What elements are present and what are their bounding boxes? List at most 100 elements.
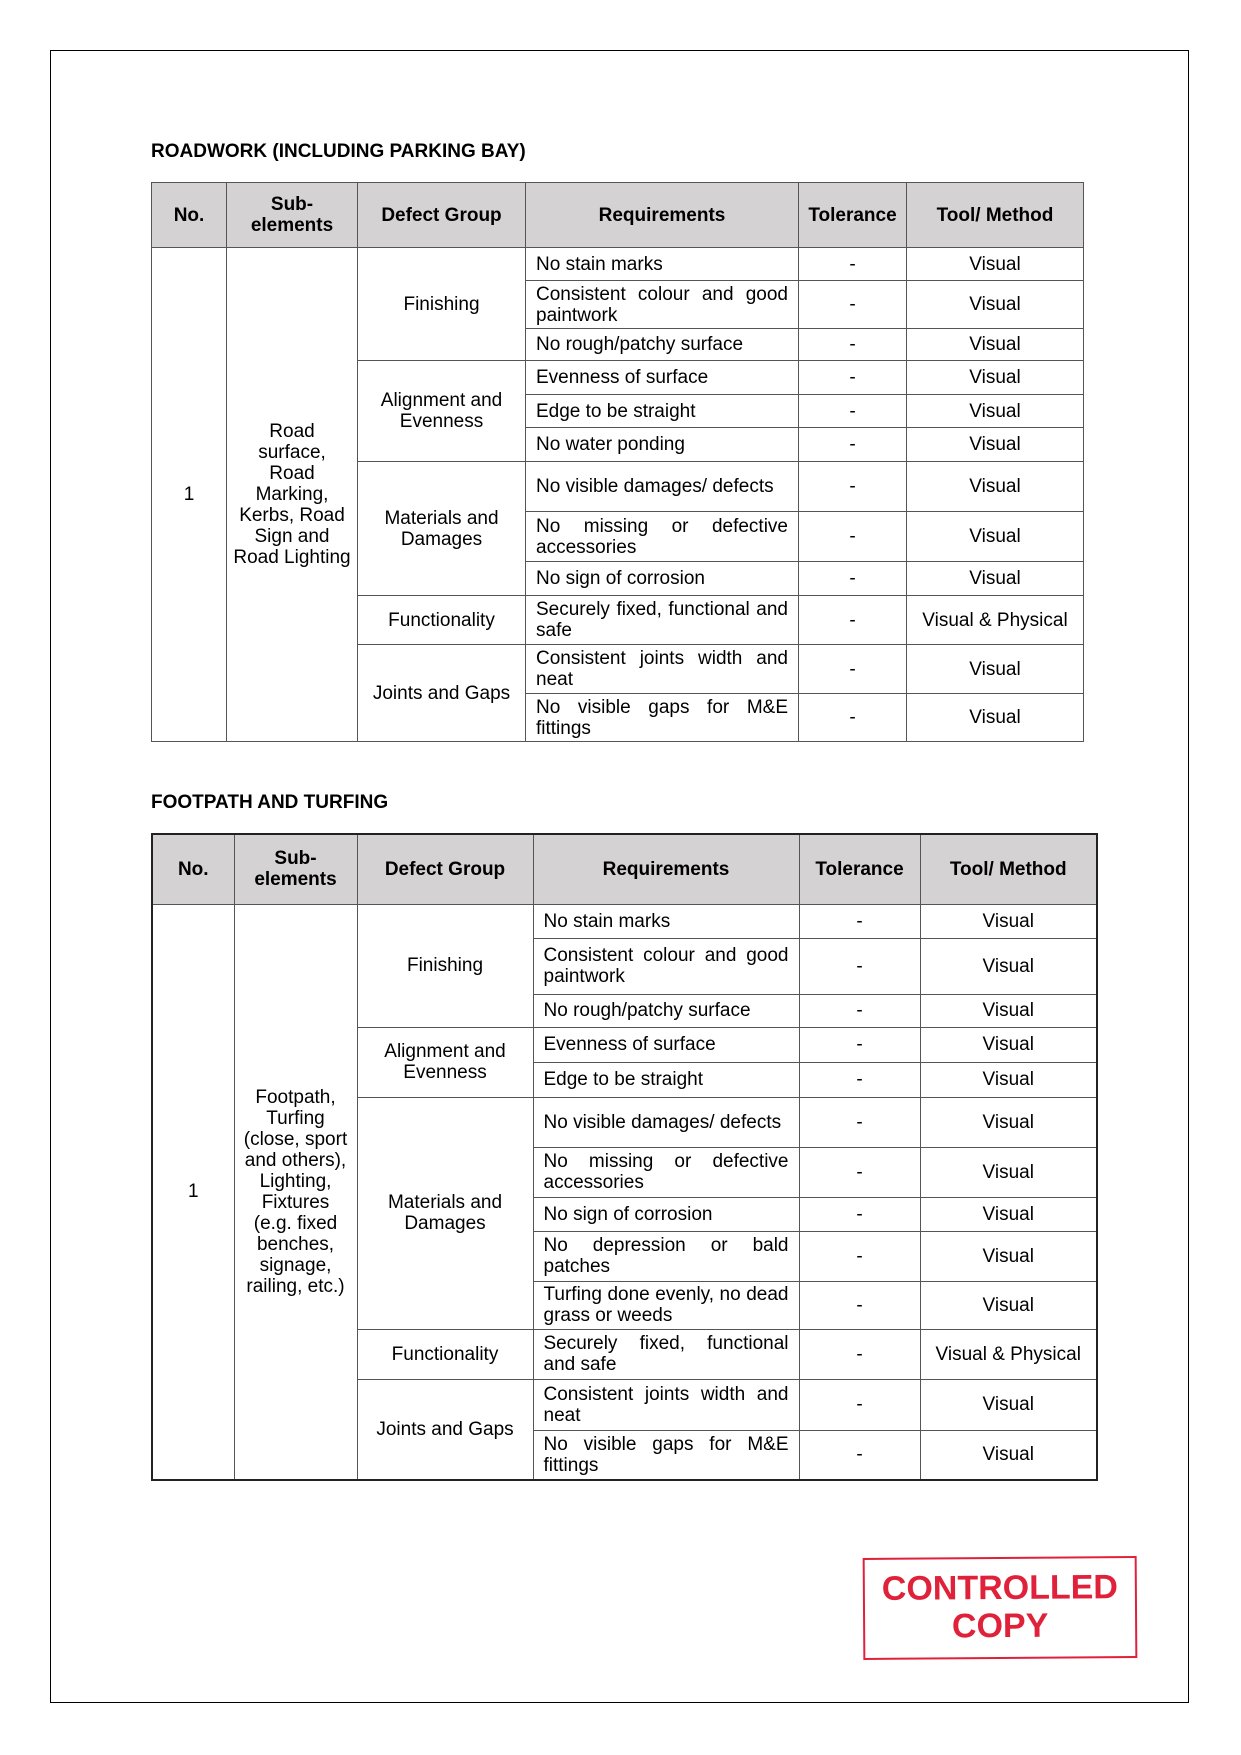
requirement: No rough/patchy surface [525,328,799,361]
roadwork-table: No. Sub-elements Defect Group Requirements T… [151,182,1084,742]
tolerance: - [798,903,921,939]
column-header: Tool/ Method [906,182,1084,248]
column-header: Defect Group [356,833,534,905]
tool-method: Visual [919,1146,1098,1198]
footpath-title: FOOTPATH AND TURFING [151,792,389,813]
requirement: Consistent colour and good paintwork [532,937,800,995]
requirement: Evenness of surface [532,1026,800,1063]
table-row: No depression or bald patches - Visual [152,1230,1098,1282]
page-border [50,50,1189,1703]
tool-method: Visual [919,1026,1098,1063]
sub-elements: Road surface, Road Marking, Kerbs, Road … [226,247,358,742]
table-row: Edge to be straight - Visual [152,394,1084,428]
defect-group: Functionality [357,595,526,645]
requirement: No sign of corrosion [525,561,799,596]
tool-method: Visual [906,693,1084,742]
sub-elements: Footpath, Turfing (close, sport and othe… [233,903,358,1481]
tool-method: Visual [906,561,1084,596]
defect-group: Functionality [356,1328,534,1380]
column-header: Requirements [525,182,799,248]
requirement: No visible damages/ defects [532,1096,800,1148]
tolerance: - [798,360,907,395]
table-row: 1 Footpath, Turfing (close, sport and oth… [151,903,1098,1481]
tolerance: - [798,427,907,462]
tool-method: Visual [919,903,1098,939]
tool-method: Visual [906,427,1084,462]
tolerance: - [798,1328,921,1380]
column-header: Requirements [532,833,800,905]
defect-group: Alignment and Evenness [356,1026,534,1098]
tolerance: - [798,595,907,645]
tool-method: Visual [906,644,1084,694]
table-row: No missing or defective accessories - Visu… [152,1146,1098,1198]
table-row: Turfing done evenly, no dead grass or we… [152,1280,1098,1330]
requirement: No missing or defective accessories [532,1146,800,1198]
column-header: Sub-elements [226,182,358,248]
requirement: No stain marks [532,903,800,939]
tolerance: - [798,247,907,281]
requirement: No stain marks [525,247,799,281]
item-number: 1 [151,247,227,742]
requirement: No visible gaps for M&E fittings [525,693,799,742]
tolerance: - [798,461,907,512]
requirement: Edge to be straight [532,1061,800,1098]
defect-group: Joints and Gaps [357,644,526,742]
column-header: Tool/ Method [919,833,1098,905]
table-row: Joints and Gaps Consistent joints width a… [152,1378,1098,1481]
tool-method: Visual [906,394,1084,428]
item-number: 1 [151,903,235,1481]
defect-group: Materials and Damages [357,461,526,596]
tool-method: Visual [906,360,1084,395]
requirement: Edge to be straight [525,394,799,428]
requirement: Consistent joints width and neat [532,1378,800,1431]
table-row: No sign of corrosion - Visual [152,1196,1098,1232]
defect-group: Finishing [357,247,526,361]
tolerance: - [798,1230,921,1282]
tool-method: Visual [906,461,1084,512]
tool-method: Visual [919,993,1098,1028]
tolerance: - [798,511,907,562]
table-row: Joints and Gaps Consistent joints width a… [152,644,1084,742]
table-row: No water ponding - Visual [152,427,1084,462]
column-header: Defect Group [357,182,526,248]
table-row: No rough/patchy surface - Visual [152,328,1084,361]
requirement: No depression or bald patches [532,1230,800,1282]
tolerance: - [798,1026,921,1063]
tool-method: Visual [919,1230,1098,1282]
footpath-table: No. Sub-elements Defect Group Requirements T… [151,833,1098,1481]
tool-method: Visual & Physical [919,1328,1098,1380]
tolerance: - [798,1196,921,1232]
defect-group: Finishing [356,903,534,1028]
requirement: No visible damages/ defects [525,461,799,512]
column-header: No. [151,182,227,248]
tool-method: Visual [906,247,1084,281]
header-row: No. Sub-elements Defect Group Requirements T… [151,182,1084,248]
column-header: Sub-elements [233,833,358,905]
header-row: No. Sub-elements Defect Group Requirements T… [151,833,1098,905]
controlled-copy-stamp: CONTROLLED COPY [862,1556,1138,1660]
tolerance: - [798,561,907,596]
table-row: Consistent colour and good paintwork - Vis… [152,937,1098,995]
tool-method: Visual [919,1061,1098,1098]
requirement: Securely fixed, functional and safe [532,1328,800,1380]
requirement: No water ponding [525,427,799,462]
tolerance: - [798,1429,921,1481]
table-row: Edge to be straight - Visual [152,1061,1098,1098]
requirement: Turfing done evenly, no dead grass or we… [532,1280,800,1330]
requirement: Evenness of surface [525,360,799,395]
table-row: Consistent colour and good paintwork - Vis… [152,280,1084,329]
tool-method: Visual [919,1096,1098,1148]
requirement: Consistent colour and good paintwork [525,280,799,329]
tolerance: - [798,1096,921,1148]
table-row: No visible gaps for M&E fittings - Visual [152,1429,1098,1481]
column-header: Tolerance [798,833,921,905]
defect-group: Joints and Gaps [356,1378,534,1481]
table-row: Alignment and Evenness Evenness of surfac… [152,1026,1098,1098]
tool-method: Visual & Physical [906,595,1084,645]
stamp-line-2: COPY [951,1606,1049,1646]
table-row: No rough/patchy surface - Visual [152,993,1098,1028]
tolerance: - [798,993,921,1028]
column-header: Tolerance [798,182,907,248]
tolerance: - [798,328,907,361]
tolerance: - [798,693,907,742]
